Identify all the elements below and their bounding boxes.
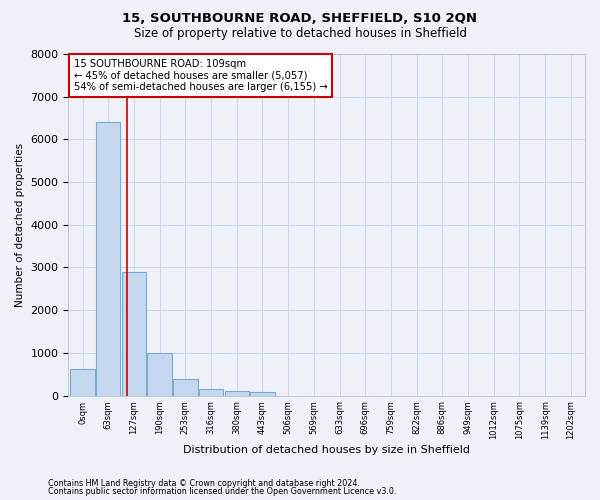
Bar (224, 392, 249, 396)
Bar (148, 353, 172, 396)
Text: 15, SOUTHBOURNE ROAD, SHEFFIELD, S10 2QN: 15, SOUTHBOURNE ROAD, SHEFFIELD, S10 2QN (122, 12, 478, 26)
Bar (250, 392, 275, 396)
Text: Contains public sector information licensed under the Open Government Licence v3: Contains public sector information licen… (48, 487, 397, 496)
Bar (70, 369, 95, 396)
Text: Contains HM Land Registry data © Crown copyright and database right 2024.: Contains HM Land Registry data © Crown c… (48, 478, 360, 488)
Bar (96, 122, 121, 396)
Bar (122, 272, 146, 396)
Y-axis label: Number of detached properties: Number of detached properties (15, 142, 25, 307)
Bar (199, 389, 223, 396)
Text: Size of property relative to detached houses in Sheffield: Size of property relative to detached ho… (133, 28, 467, 40)
Bar (173, 380, 197, 396)
X-axis label: Distribution of detached houses by size in Sheffield: Distribution of detached houses by size … (183, 445, 470, 455)
Text: 15 SOUTHBOURNE ROAD: 109sqm
← 45% of detached houses are smaller (5,057)
54% of : 15 SOUTHBOURNE ROAD: 109sqm ← 45% of det… (74, 59, 328, 92)
